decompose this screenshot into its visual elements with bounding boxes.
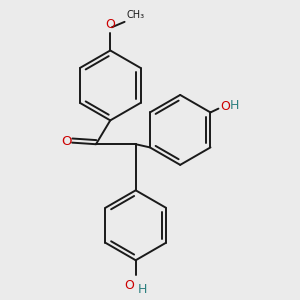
Text: H: H	[230, 99, 239, 112]
Text: O: O	[105, 18, 115, 32]
Text: H: H	[137, 283, 147, 296]
Text: O: O	[61, 136, 72, 148]
Text: O: O	[124, 279, 134, 292]
Text: CH₃: CH₃	[126, 10, 144, 20]
Text: O: O	[220, 100, 230, 113]
